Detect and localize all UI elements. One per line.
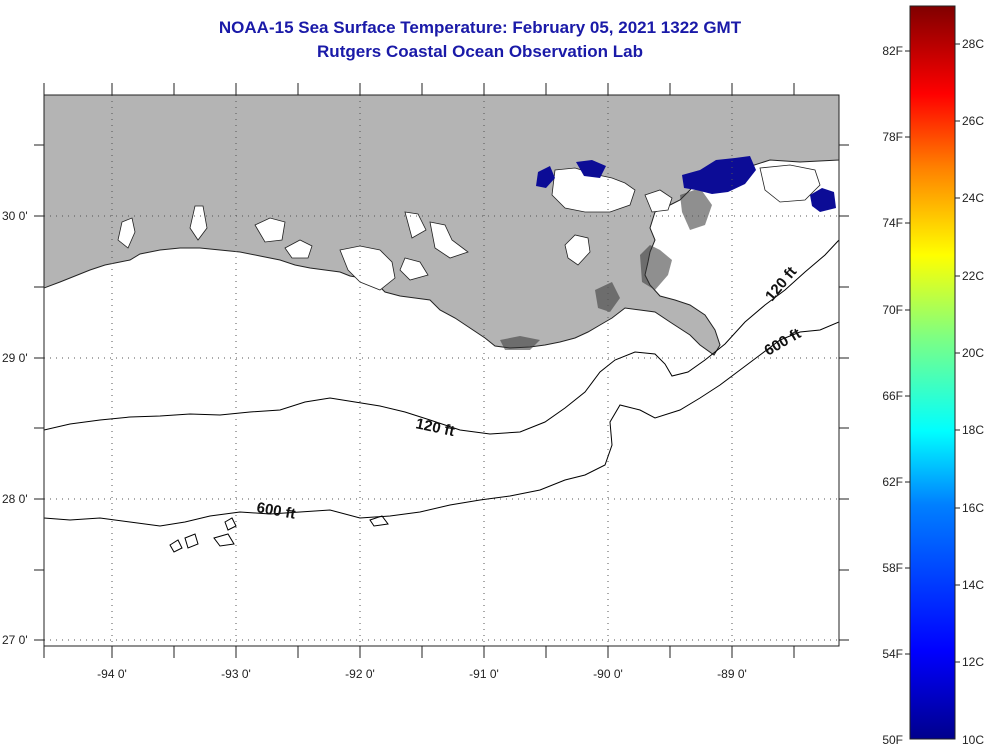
lon-label-91: -91 0' (469, 667, 499, 681)
colorbar-c-label: 12C (962, 655, 984, 669)
map-subtitle: Rutgers Coastal Ocean Observation Lab (317, 42, 643, 61)
colorbar (909, 5, 956, 740)
colorbar-c-label: 14C (962, 578, 984, 592)
lon-label-90: -90 0' (593, 667, 623, 681)
colorbar-f-label: 62F (882, 475, 903, 489)
sst-pixels (536, 156, 836, 212)
colorbar-c-label: 28C (962, 37, 984, 51)
colorbar-f-label: 70F (882, 303, 903, 317)
lat-label-30: 30 0' (2, 209, 28, 223)
bathymetry-contours (44, 239, 839, 553)
contour-600ft (44, 321, 839, 527)
lat-label-29: 29 0' (2, 351, 28, 365)
colorbar-c-label: 16C (962, 501, 984, 515)
colorbar-c-label: 24C (962, 191, 984, 205)
colorbar-ticks (905, 43, 960, 663)
colorbar-f-label: 58F (882, 561, 903, 575)
colorbar-c-label: 26C (962, 114, 984, 128)
lon-label-92: -92 0' (345, 667, 375, 681)
map-frame (43, 94, 840, 647)
colorbar-c-label: 20C (962, 346, 984, 360)
colorbar-f-label: 54F (882, 647, 903, 661)
colorbar-f-label: 74F (882, 216, 903, 230)
graticule (44, 95, 839, 646)
colorbar-c-label: 18C (962, 423, 984, 437)
coastal-marsh (500, 188, 712, 350)
axis-ticks (34, 83, 849, 658)
contour-120ft-offshore (44, 239, 839, 435)
lon-label-93: -93 0' (221, 667, 251, 681)
contour-label-600ft-west: 600 ft (255, 499, 297, 523)
lon-label-94: -94 0' (97, 667, 127, 681)
colorbar-f-label: 50F (882, 733, 903, 747)
lat-label-28: 28 0' (2, 492, 28, 506)
lakes (117, 164, 821, 291)
colorbar-c-label: 10C (962, 733, 984, 747)
colorbar-f-label: 66F (882, 389, 903, 403)
colorbar-f-label: 82F (882, 44, 903, 58)
colorbar-f-label: 78F (882, 130, 903, 144)
map-title: NOAA-15 Sea Surface Temperature: Februar… (218, 18, 742, 37)
colorbar-c-label: 22C (962, 269, 984, 283)
lat-label-27: 27 0' (2, 633, 28, 647)
lon-label-89: -89 0' (717, 667, 747, 681)
